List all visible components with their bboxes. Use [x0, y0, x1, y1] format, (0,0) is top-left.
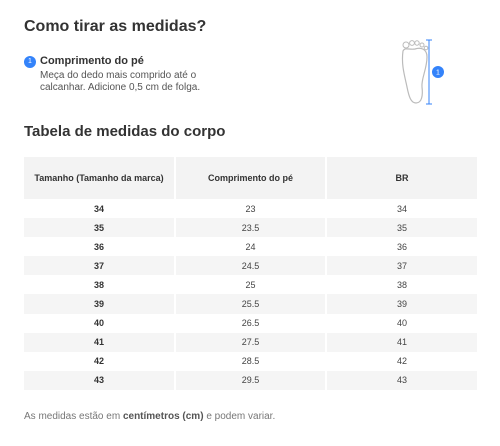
footer-text: As medidas estão em: [24, 411, 121, 422]
table-cell: 34: [325, 199, 477, 219]
header-row: Tamanho (Tamanho da marca) Comprimento do…: [24, 157, 477, 199]
table-cell: 41: [24, 332, 175, 352]
size-table: Tamanho (Tamanho da marca) Comprimento do…: [24, 157, 477, 390]
table-cell: 29.5: [174, 370, 326, 390]
column-header: BR: [325, 157, 477, 199]
table-cell: 25.5: [174, 294, 326, 314]
step-title: Comprimento do pé: [40, 55, 144, 67]
table-title: Tabela de medidas do corpo: [24, 123, 226, 140]
step-number: 1: [24, 56, 36, 68]
table-row: 40 26.5 40: [24, 313, 477, 333]
table-cell: 43: [325, 370, 477, 390]
table-row: 36 24 36: [24, 237, 477, 257]
footer-note: As medidas estão em centímetros (cm) e p…: [24, 411, 275, 422]
table-cell: 37: [24, 256, 175, 276]
table-cell: 41: [325, 332, 477, 352]
table-row: 43 29.5 43: [24, 370, 477, 390]
table-row: 41 27.5 41: [24, 332, 477, 352]
foot-illustration: 1: [401, 39, 444, 105]
foot-step-number: 1: [436, 69, 440, 76]
table-cell: 38: [93, 279, 104, 290]
table-cell: 38: [325, 275, 477, 295]
table-row: 38 25 38: [24, 275, 477, 295]
table-cell: 40: [325, 313, 477, 333]
table-row: 42 28.5 42: [24, 351, 477, 371]
table-cell: 26.5: [174, 313, 326, 333]
table-cell: 36: [93, 241, 104, 252]
table-cell: 23.5: [174, 218, 326, 238]
table-cell: 42: [93, 356, 104, 367]
table-cell: 36: [325, 237, 477, 257]
page-title: Como tirar as medidas?: [24, 18, 207, 35]
table-cell: 43: [24, 370, 175, 390]
table-cell: 27.5: [174, 332, 326, 352]
table-cell: 24.5: [174, 256, 326, 276]
table-row: 39 25.5 39: [24, 294, 477, 314]
step-description: Meça do dedo mais comprido até o calcanh…: [40, 70, 201, 93]
footer-bold: centímetros (cm): [122, 411, 204, 422]
table-row: 34 23 34: [24, 199, 477, 219]
table-cell: 42: [325, 351, 477, 371]
table-cell: 34: [93, 203, 104, 214]
table-cell: 40: [93, 318, 104, 329]
column-header: Tamanho (Tamanho da marca): [24, 157, 175, 199]
table-row: 35 23.5 35: [24, 218, 477, 238]
column-header: Comprimento do pé: [174, 157, 326, 199]
table-cell: 23: [174, 199, 326, 219]
table-cell: 35: [24, 218, 175, 238]
table-cell: 37: [325, 256, 477, 276]
table-cell: 35: [325, 218, 477, 238]
table-row: 37 24.5 37: [24, 256, 477, 276]
footer-text: e podem variar.: [206, 411, 276, 422]
table-cell: 39: [325, 294, 477, 314]
table-cell: 28.5: [174, 351, 326, 371]
table-cell: 25: [174, 275, 326, 295]
table-cell: 39: [24, 294, 175, 314]
table-cell: 24: [174, 237, 326, 257]
